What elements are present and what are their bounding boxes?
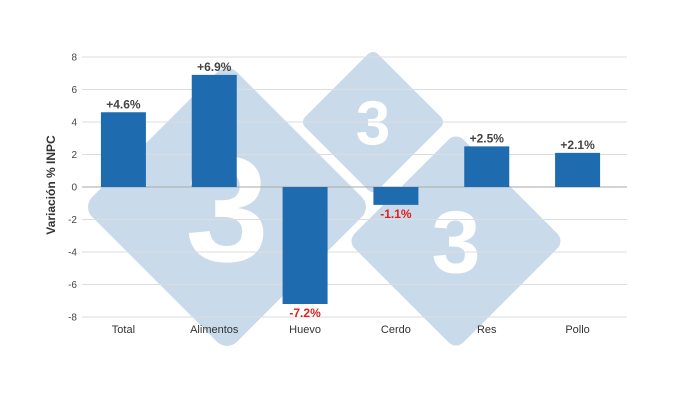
gridlines: 8 6 4 2 0 -2 -4 -6 -8	[68, 53, 627, 324]
x-tick-label: Res	[477, 324, 497, 336]
y-tick-label: 4	[71, 118, 77, 129]
watermark-digit: 3	[356, 89, 390, 158]
watermark: 333	[88, 52, 561, 346]
x-tick-label: Alimentos	[190, 324, 239, 336]
bar-huevo	[282, 187, 328, 304]
bars	[100, 74, 601, 304]
data-label: -1.1%	[380, 207, 412, 221]
data-label: +2.5%	[470, 131, 505, 145]
bar-total	[100, 112, 146, 187]
y-tick-label: -2	[68, 215, 77, 226]
x-tick-label: Cerdo	[381, 324, 411, 336]
y-tick-label: 0	[71, 183, 77, 194]
y-tick-label: -6	[68, 280, 77, 291]
labels: Total +4.6% Alimentos +6.9% Huevo -7.2% Cerdo -…	[106, 60, 595, 336]
bar-cerdo	[373, 187, 419, 205]
bar-res	[464, 146, 510, 187]
data-label: +2.1%	[560, 138, 595, 152]
x-tick-label: Total	[112, 324, 135, 336]
data-label: +4.6%	[106, 97, 141, 111]
y-axis-title: Variación % INPC	[44, 135, 58, 235]
x-tick-label: Huevo	[289, 324, 321, 336]
y-tick-label: 6	[71, 85, 77, 96]
watermark-digit: 3	[432, 193, 481, 292]
y-tick-label: 2	[71, 150, 77, 161]
bar-alimentos	[191, 74, 237, 187]
data-label: -7.2%	[289, 306, 321, 320]
y-tick-label: -4	[68, 248, 77, 259]
x-tick-label: Pollo	[565, 324, 589, 336]
data-label: +6.9%	[197, 60, 232, 74]
bar-pollo	[555, 152, 601, 187]
y-tick-label: 8	[71, 53, 77, 64]
y-tick-label: -8	[68, 313, 77, 324]
